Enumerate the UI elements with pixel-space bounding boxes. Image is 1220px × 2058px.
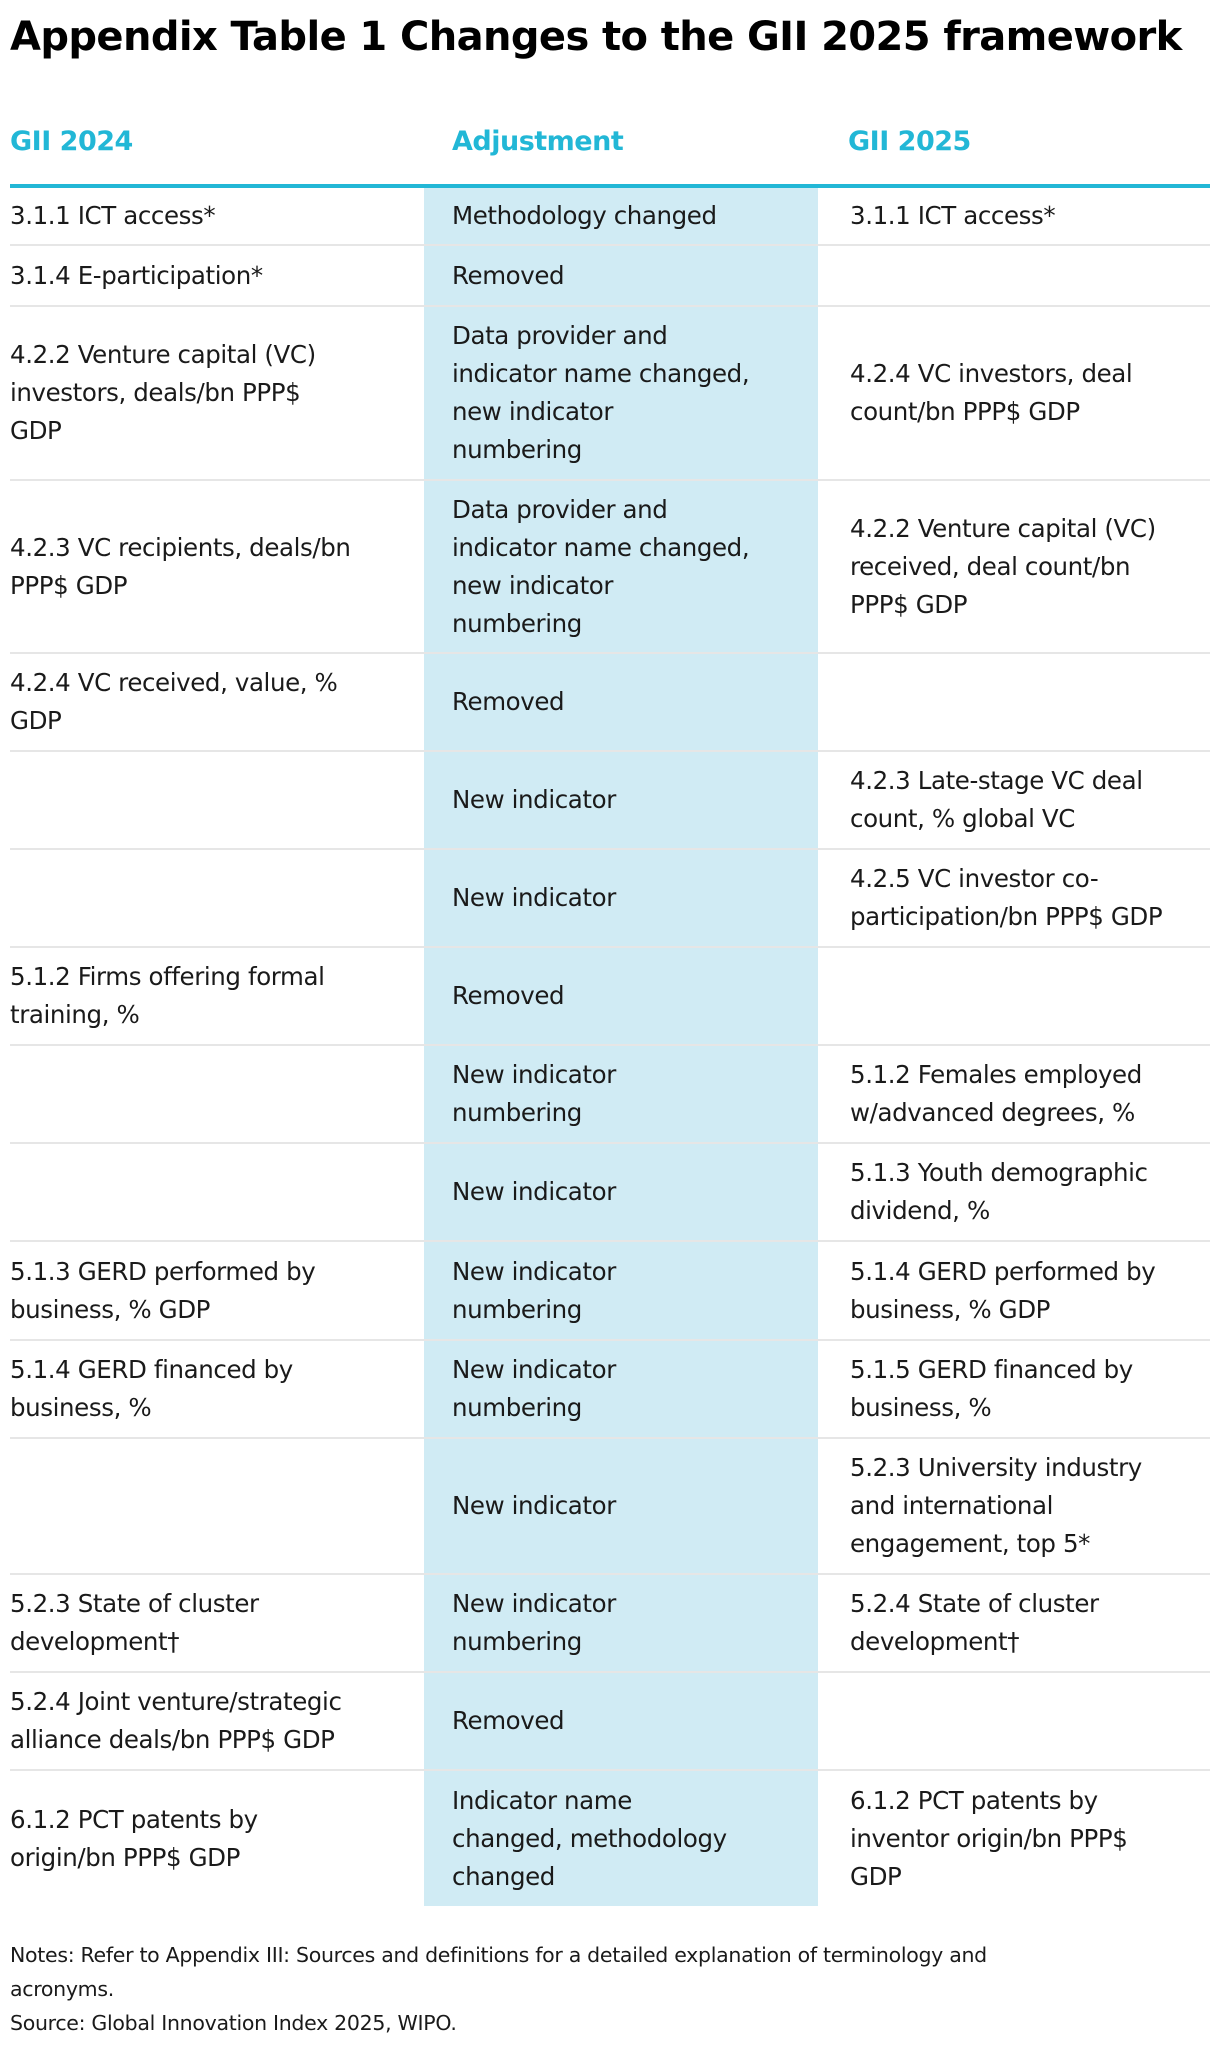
cell-adjustment: New indicator numbering: [452, 1589, 616, 1656]
table-row: New indicator 4.2.5 VC investor co- part…: [10, 850, 1210, 948]
cell-gii-2025: 4.2.3 Late-stage VC deal count, % global…: [850, 766, 1143, 833]
cell-adjustment: Removed: [452, 981, 565, 1010]
table-row: 4.2.4 VC received, value, % GDP Removed: [10, 654, 1210, 752]
table-row: 5.1.3 GERD performed by business, % GDP …: [10, 1242, 1210, 1341]
cell-gii-2024: 5.2.3 State of cluster development†: [10, 1589, 259, 1656]
cell-adjustment: Methodology changed: [452, 201, 717, 230]
cell-gii-2025: 4.2.5 VC investor co- participation/bn P…: [850, 864, 1163, 931]
cell-adjustment: Removed: [452, 1706, 565, 1735]
cell-gii-2025: 5.2.3 University industry and internatio…: [850, 1453, 1142, 1558]
cell-adjustment: Indicator name changed, methodology chan…: [452, 1785, 727, 1891]
cell-gii-2024: 4.2.4 VC received, value, % GDP: [10, 668, 338, 735]
header-gii-2025: GII 2025: [848, 126, 971, 157]
table-row: 4.2.3 VC recipients, deals/bn PPP$ GDP D…: [10, 481, 1210, 654]
cell-adjustment: Data provider and indicator name changed…: [452, 494, 750, 638]
table-row: 6.1.2 PCT patents by origin/bn PPP$ GDP …: [10, 1771, 1210, 1906]
cell-gii-2025: 4.2.4 VC investors, deal count/bn PPP$ G…: [850, 359, 1133, 426]
table-row: New indicator 5.1.3 Youth demographic di…: [10, 1144, 1210, 1242]
header-gii-2024: GII 2024: [10, 126, 133, 157]
table-row: New indicator numbering 5.1.2 Females em…: [10, 1046, 1210, 1144]
table-row: 5.1.2 Firms offering formal training, % …: [10, 948, 1210, 1046]
table-row: 5.2.3 State of cluster development† New …: [10, 1575, 1210, 1673]
cell-adjustment: New indicator: [452, 785, 616, 814]
page-title: Appendix Table 1 Changes to the GII 2025…: [10, 14, 1182, 60]
cell-gii-2024: 3.1.1 ICT access*: [10, 201, 216, 230]
cell-gii-2024: 5.1.3 GERD performed by business, % GDP: [10, 1256, 316, 1324]
notes-text: Notes: Refer to Appendix III: Sources an…: [10, 1943, 987, 2001]
cell-adjustment: Removed: [452, 260, 565, 290]
cell-adjustment: New indicator: [452, 1491, 616, 1520]
cell-adjustment: New indicator numbering: [452, 1256, 616, 1324]
cell-adjustment: Data provider and indicator name changed…: [452, 321, 750, 464]
table-row: New indicator 5.2.3 University industry …: [10, 1439, 1210, 1575]
cell-gii-2024: 4.2.3 VC recipients, deals/bn PPP$ GDP: [10, 532, 351, 600]
cell-gii-2025: 3.1.1 ICT access*: [850, 201, 1056, 230]
table-row: 3.1.4 E-participation* Removed: [10, 246, 1210, 307]
table-header: GII 2024 Adjustment GII 2025: [10, 118, 1210, 188]
adjustment-column-background: [424, 188, 818, 1906]
cell-gii-2024: 4.2.2 Venture capital (VC) investors, de…: [10, 340, 316, 445]
table-row: New indicator 4.2.3 Late-stage VC deal c…: [10, 752, 1210, 850]
cell-gii-2024: 5.1.4 GERD financed by business, %: [10, 1355, 293, 1422]
cell-gii-2025: 5.2.4 State of cluster development†: [850, 1589, 1099, 1656]
cell-adjustment: New indicator: [452, 1177, 616, 1206]
table-row: 3.1.1 ICT access* Methodology changed 3.…: [10, 188, 1210, 246]
cell-gii-2025: 6.1.2 PCT patents by inventor origin/bn …: [850, 1785, 1128, 1891]
cell-gii-2024: 3.1.4 E-participation*: [10, 260, 263, 290]
table-row: 4.2.2 Venture capital (VC) investors, de…: [10, 307, 1210, 481]
table-notes: Notes: Refer to Appendix III: Sources an…: [10, 1938, 1210, 2040]
changes-table: GII 2024 Adjustment GII 2025 3.1.1 ICT a…: [10, 118, 1210, 1906]
cell-gii-2025: 5.1.2 Females employed w/advanced degree…: [850, 1060, 1142, 1127]
cell-gii-2024: 5.2.4 Joint venture/strategic alliance d…: [10, 1687, 342, 1754]
table-row: 5.2.4 Joint venture/strategic alliance d…: [10, 1673, 1210, 1771]
cell-gii-2025: 5.1.5 GERD financed by business, %: [850, 1355, 1133, 1422]
cell-adjustment: New indicator numbering: [452, 1355, 616, 1422]
source-text: Source: Global Innovation Index 2025, WI…: [10, 2011, 457, 2035]
cell-gii-2024: 5.1.2 Firms offering formal training, %: [10, 962, 325, 1029]
cell-gii-2025: 4.2.2 Venture capital (VC) received, dea…: [850, 513, 1156, 619]
cell-gii-2024: 6.1.2 PCT patents by origin/bn PPP$ GDP: [10, 1804, 258, 1872]
table-row: 5.1.4 GERD financed by business, % New i…: [10, 1341, 1210, 1439]
header-adjustment: Adjustment: [452, 126, 624, 157]
cell-adjustment: Removed: [452, 687, 565, 716]
cell-adjustment: New indicator: [452, 883, 616, 912]
cell-adjustment: New indicator numbering: [452, 1060, 616, 1127]
cell-gii-2025: 5.1.4 GERD performed by business, % GDP: [850, 1256, 1156, 1324]
cell-gii-2025: 5.1.3 Youth demographic dividend, %: [850, 1158, 1148, 1225]
